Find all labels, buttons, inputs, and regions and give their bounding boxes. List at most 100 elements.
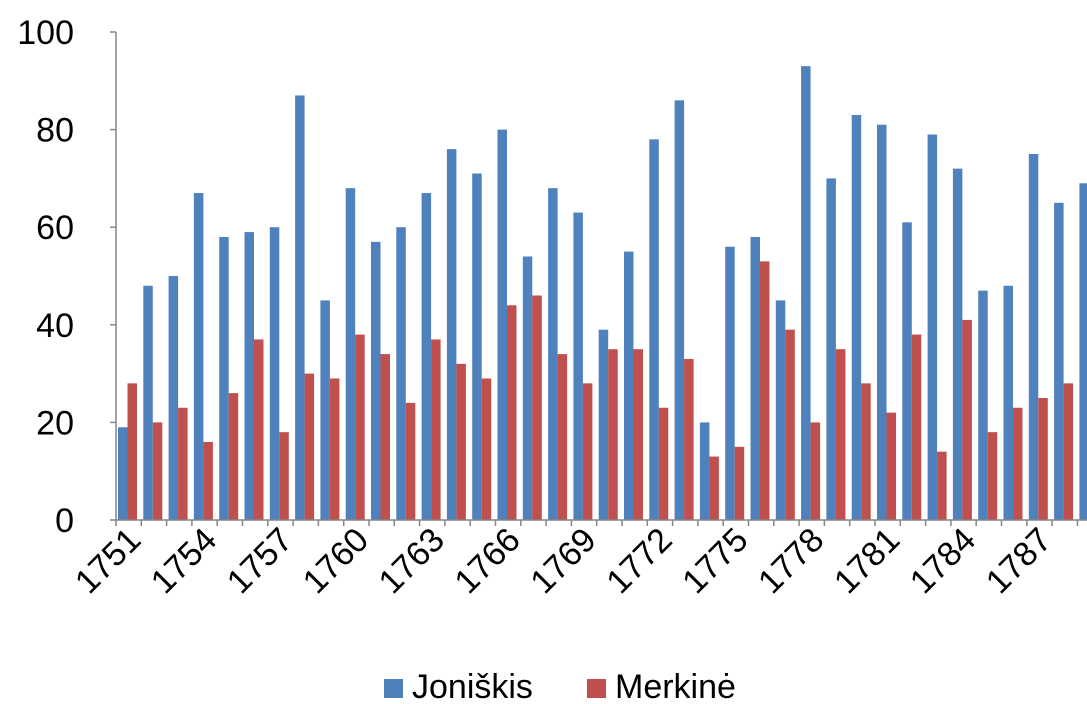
bar-merkine: [1063, 383, 1074, 520]
bar-joniskis: [421, 193, 432, 521]
bar-joniskis: [320, 300, 330, 520]
bar-joniskis: [143, 285, 153, 520]
bar-merkine: [709, 456, 719, 520]
bar-joniskis: [118, 427, 128, 520]
bar-joniskis: [902, 222, 912, 520]
bar-joniskis: [851, 114, 862, 521]
bar-joniskis: [598, 329, 609, 520]
bar-joniskis: [193, 193, 204, 521]
y-axis: 0 20 40 60 80 100: [17, 14, 117, 540]
y-tick-label: 20: [36, 404, 74, 442]
legend-swatch-joniskis: [384, 679, 403, 698]
bar-merkine: [481, 378, 492, 520]
bar-joniskis: [775, 300, 786, 520]
bar-joniskis: [295, 95, 305, 520]
bar-merkine: [304, 373, 315, 520]
bar-joniskis: [244, 232, 254, 520]
bar-merkine: [684, 358, 694, 520]
y-tick-label: 80: [36, 112, 74, 150]
legend: Joniškis Merkinė: [384, 668, 736, 704]
x-tick-label: 1754: [144, 521, 224, 601]
bar-joniskis: [927, 134, 938, 521]
legend-swatch-merkine: [587, 679, 606, 698]
legend-label-joniskis: Joniškis: [412, 668, 533, 704]
bar-merkine: [734, 446, 745, 520]
bar-merkine: [911, 334, 922, 520]
bar-joniskis: [1003, 285, 1013, 520]
bar-merkine: [582, 383, 593, 520]
bar-merkine: [760, 261, 770, 520]
bar-joniskis: [396, 227, 406, 520]
bars: [118, 66, 1087, 521]
y-tick-label: 40: [36, 307, 74, 345]
bar-merkine: [861, 383, 871, 520]
bar-merkine: [507, 305, 517, 520]
bar-joniskis: [624, 251, 634, 520]
x-tick-label: 1775: [675, 521, 755, 601]
bar-joniskis: [674, 100, 685, 520]
bar-merkine: [355, 334, 365, 520]
bar-merkine: [405, 402, 416, 520]
bar-merkine: [557, 354, 568, 520]
bar-merkine: [152, 422, 163, 520]
bar-joniskis: [1054, 202, 1064, 521]
bar-merkine: [1038, 398, 1048, 520]
bar-merkine: [962, 319, 972, 520]
bar-joniskis: [573, 212, 583, 520]
x-tick-label: 1784: [903, 521, 983, 601]
bar-merkine: [254, 339, 264, 520]
bar-merkine: [228, 393, 239, 520]
bar-merkine: [127, 383, 137, 520]
bar-joniskis: [168, 276, 179, 520]
x-tick-label: 1769: [523, 521, 603, 601]
bar-joniskis: [269, 227, 280, 520]
bar-merkine: [431, 339, 441, 520]
y-tick-label: 0: [55, 502, 74, 540]
bar-joniskis: [649, 139, 659, 521]
bar-merkine: [937, 451, 947, 520]
bar-joniskis: [826, 178, 836, 520]
bar-joniskis: [371, 241, 381, 520]
bar-merkine: [532, 295, 542, 520]
bar-joniskis: [497, 129, 507, 520]
bar-merkine: [987, 432, 998, 520]
bar-joniskis: [345, 188, 356, 520]
bar-joniskis: [978, 290, 988, 520]
bar-merkine: [608, 349, 618, 520]
bar-merkine: [785, 329, 795, 520]
bar-merkine: [886, 412, 896, 520]
bar-joniskis: [548, 188, 558, 520]
bar-joniskis: [446, 149, 457, 520]
y-tick-label: 60: [36, 209, 74, 247]
x-tick-label: 1778: [751, 521, 831, 601]
bar-joniskis: [801, 66, 811, 520]
bar-merkine: [380, 354, 390, 520]
bar-joniskis: [219, 236, 229, 520]
bar-joniskis: [1028, 154, 1039, 520]
x-tick-label: 1751: [68, 521, 148, 601]
x-tick-label: 1772: [599, 521, 679, 601]
legend-label-merkine: Merkinė: [615, 668, 736, 704]
bar-joniskis: [522, 256, 533, 520]
bar-merkine: [633, 349, 643, 520]
x-axis: 1751175417571760176317661769177217751778…: [68, 519, 1087, 601]
bar-merkine: [329, 378, 340, 520]
y-tick-label: 100: [17, 14, 74, 52]
bar-joniskis-partial: [1079, 183, 1087, 520]
x-tick-label: 1781: [827, 521, 907, 601]
bar-merkine: [456, 363, 466, 520]
bar-merkine: [810, 422, 821, 520]
bar-joniskis: [725, 246, 735, 520]
bar-merkine: [203, 441, 213, 520]
bar-joniskis: [472, 173, 482, 520]
bar-joniskis: [952, 168, 963, 520]
x-tick-label: 1787: [979, 521, 1059, 601]
bar-merkine: [835, 349, 846, 520]
bar-joniskis: [750, 236, 760, 520]
bar-merkine: [658, 407, 669, 520]
x-tick-label: 1763: [372, 521, 452, 601]
bar-joniskis: [699, 422, 710, 520]
bar-merkine: [279, 432, 289, 520]
bar-joniskis: [877, 124, 887, 520]
